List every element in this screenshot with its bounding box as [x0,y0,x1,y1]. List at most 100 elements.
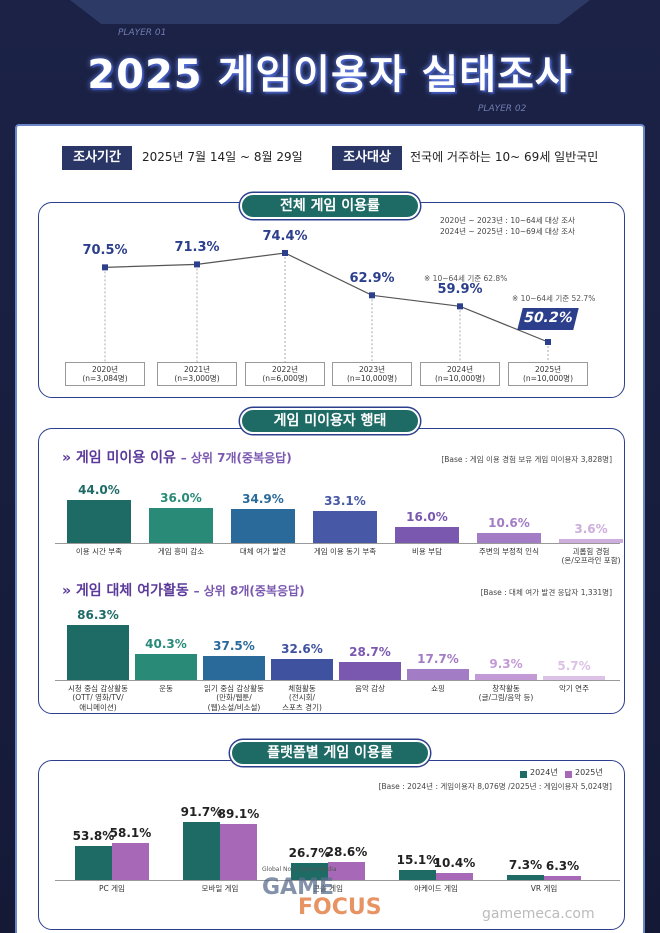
bar [67,499,131,543]
bar [475,674,537,680]
bar [135,654,197,680]
footer-tagline: Global No.1 Game Media [262,866,337,873]
x-tick-label: 시청 중심 감상활동 (OTT/ 영화/TV/ 애니메이션) [68,684,128,712]
bar [203,656,265,680]
category-box: 2025년 (n=10,000명) [508,362,588,386]
point [282,250,288,256]
value-label: 91.7% [180,805,223,820]
x-tick-label: 쇼핑 [431,684,445,693]
value-label: 37.5% [213,639,255,653]
value-label: 44.0% [78,482,120,497]
sample-size: (n=6,000명) [262,374,308,384]
sample-size: (n=3,000명) [174,374,220,384]
value-label: 28.6% [325,844,368,859]
x-tick-label: 2023년 [359,365,385,374]
value-label: 26.7% [288,846,331,861]
value-label: 40.3% [145,637,187,652]
bar [67,624,129,680]
bar [507,875,544,880]
footer-brand: GAME [262,875,335,900]
value-label: 34.9% [242,491,284,506]
legend-swatch [565,771,572,778]
point [545,339,551,345]
value-label: 58.1% [109,826,152,841]
base-note: [Base : 게임 이용 경험 보유 게임 미이용자 3,828명] [441,455,612,464]
bar [543,676,605,680]
chart-title-text: 게임 미이용 이유 [75,450,176,466]
value-label: 86.3% [77,607,119,622]
bar [291,863,328,880]
point [369,292,375,299]
note: 2020년 ~ 2023년 : 10~64세 대상 조사 [440,216,575,225]
x-tick-label: VR 게임 [530,884,558,893]
value-label: 53.8% [72,829,115,844]
bar [477,532,541,543]
value-label: 17.7% [417,651,459,666]
category-box: 2021년 (n=3,000명) [157,362,237,386]
bar [399,870,436,880]
x-tick-label: 이용 시간 부족 [75,547,123,556]
info-value: 2025년 7월 14일 ~ 8월 29일 [142,150,303,164]
legend-label: 2025년 [575,768,603,777]
value-label: 62.9% [349,271,395,287]
player-tag: PLAYER 01 [118,28,167,38]
x-tick-label: 콘솔 게임 [313,884,343,893]
bar [183,822,220,880]
info-value: 전국에 거주하는 10~ 69세 일반국민 [410,150,599,164]
chart-title: » 게임 미이용 이유 – 상위 7개(중복응답) [62,450,292,466]
bar [220,823,257,880]
point [102,264,108,271]
value-label: 50.2% [517,308,579,330]
sample-size: (n=10,000명) [346,374,398,384]
value-label: 71.3% [174,240,220,256]
chart-title: » 게임 대체 여가활동 – 상위 8개(중복응답) [62,583,305,599]
bar [112,843,149,880]
baseline [55,880,620,881]
chart-title-text: 게임 대체 여가활동 [75,583,189,599]
x-tick-label: 괴롭힘 경험 (온/오프라인 포함) [561,547,621,566]
point [194,261,200,268]
value-label: 33.1% [324,493,366,508]
top-frame [70,0,590,24]
bar [339,661,401,680]
x-tick-label: 음악 감상 [355,684,385,693]
main-title: 2025 게임이용자 실태조사 [87,52,573,98]
value-label: 7.3% [508,858,543,873]
value-label: 74.4% [262,229,308,244]
x-tick-label: 모바일 게임 [201,884,239,893]
point [457,303,463,310]
bar [544,876,581,880]
section-pill: 게임 미이용자 행태 [240,408,420,434]
bar [75,846,112,880]
bar [231,508,295,543]
value-label: 36.0% [160,490,202,505]
player-tag: PLAYER 02 [478,104,527,114]
bar [149,507,213,543]
base-note: [Base : 대체 여가 발견 응답자 1,331명] [480,588,612,597]
info-label: 조사기간 [62,146,132,170]
x-tick-label: 운동 [159,684,173,693]
value-label: 28.7% [349,644,391,659]
value-label: 70.5% [82,243,128,259]
x-tick-label: 2025년 [535,365,561,374]
baseline [55,543,620,544]
bar [328,861,365,880]
section-pill: 전체 게임 이용률 [240,193,420,219]
sample-size: (n=3,084명) [82,374,128,384]
x-tick-label: 악기 연주 [559,684,589,693]
bar [395,527,459,543]
value-label: 32.6% [281,642,323,657]
bar [436,873,473,880]
line [104,252,549,343]
category-box: 2022년 (n=6,000명) [245,362,325,386]
x-tick-label: 게임 이용 동기 부족 [313,547,377,556]
note: 2024년 ~ 2025년 : 10~69세 대상 조사 [440,227,575,236]
footer-brand: FOCUS [298,895,382,920]
section-pill: 플랫폼별 게임 이용률 [230,740,430,766]
value-label: 15.1% [396,853,439,868]
chart-subtitle: – 상위 8개(중복응답) [193,584,305,598]
value-label: 10.6% [488,515,530,530]
value-label: 16.0% [406,510,448,525]
category-box: 2023년 (n=10,000명) [332,362,412,386]
value-label: 9.3% [489,657,523,672]
